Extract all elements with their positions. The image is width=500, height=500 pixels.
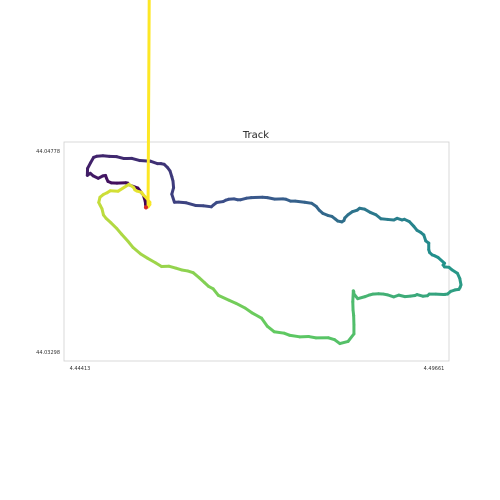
track-segment bbox=[145, 256, 158, 265]
track-segment bbox=[260, 316, 269, 328]
x-tick-label-min: 4.44413 bbox=[70, 366, 91, 372]
track-segment bbox=[250, 311, 264, 320]
track-segment bbox=[131, 246, 143, 256]
track-segment bbox=[184, 201, 198, 207]
track-segment bbox=[234, 301, 247, 310]
plot-frame bbox=[63, 141, 450, 362]
track-segment bbox=[287, 333, 302, 339]
x-tick-label-max: 4.49661 bbox=[424, 366, 445, 372]
track-segment bbox=[116, 182, 131, 193]
y-tick-label-max: 44.04778 bbox=[36, 149, 60, 155]
track-segment bbox=[120, 232, 130, 243]
track-segment bbox=[346, 332, 356, 343]
y-tick-label-min: 44.03298 bbox=[36, 350, 60, 356]
track-segment bbox=[351, 289, 355, 304]
track-line bbox=[85, 0, 463, 346]
start-marker bbox=[143, 205, 149, 210]
track-segment bbox=[146, 0, 151, 209]
track-segment bbox=[272, 330, 286, 335]
chart-title: Track bbox=[242, 130, 269, 141]
track-segment bbox=[293, 199, 307, 204]
track-segment bbox=[216, 293, 231, 302]
